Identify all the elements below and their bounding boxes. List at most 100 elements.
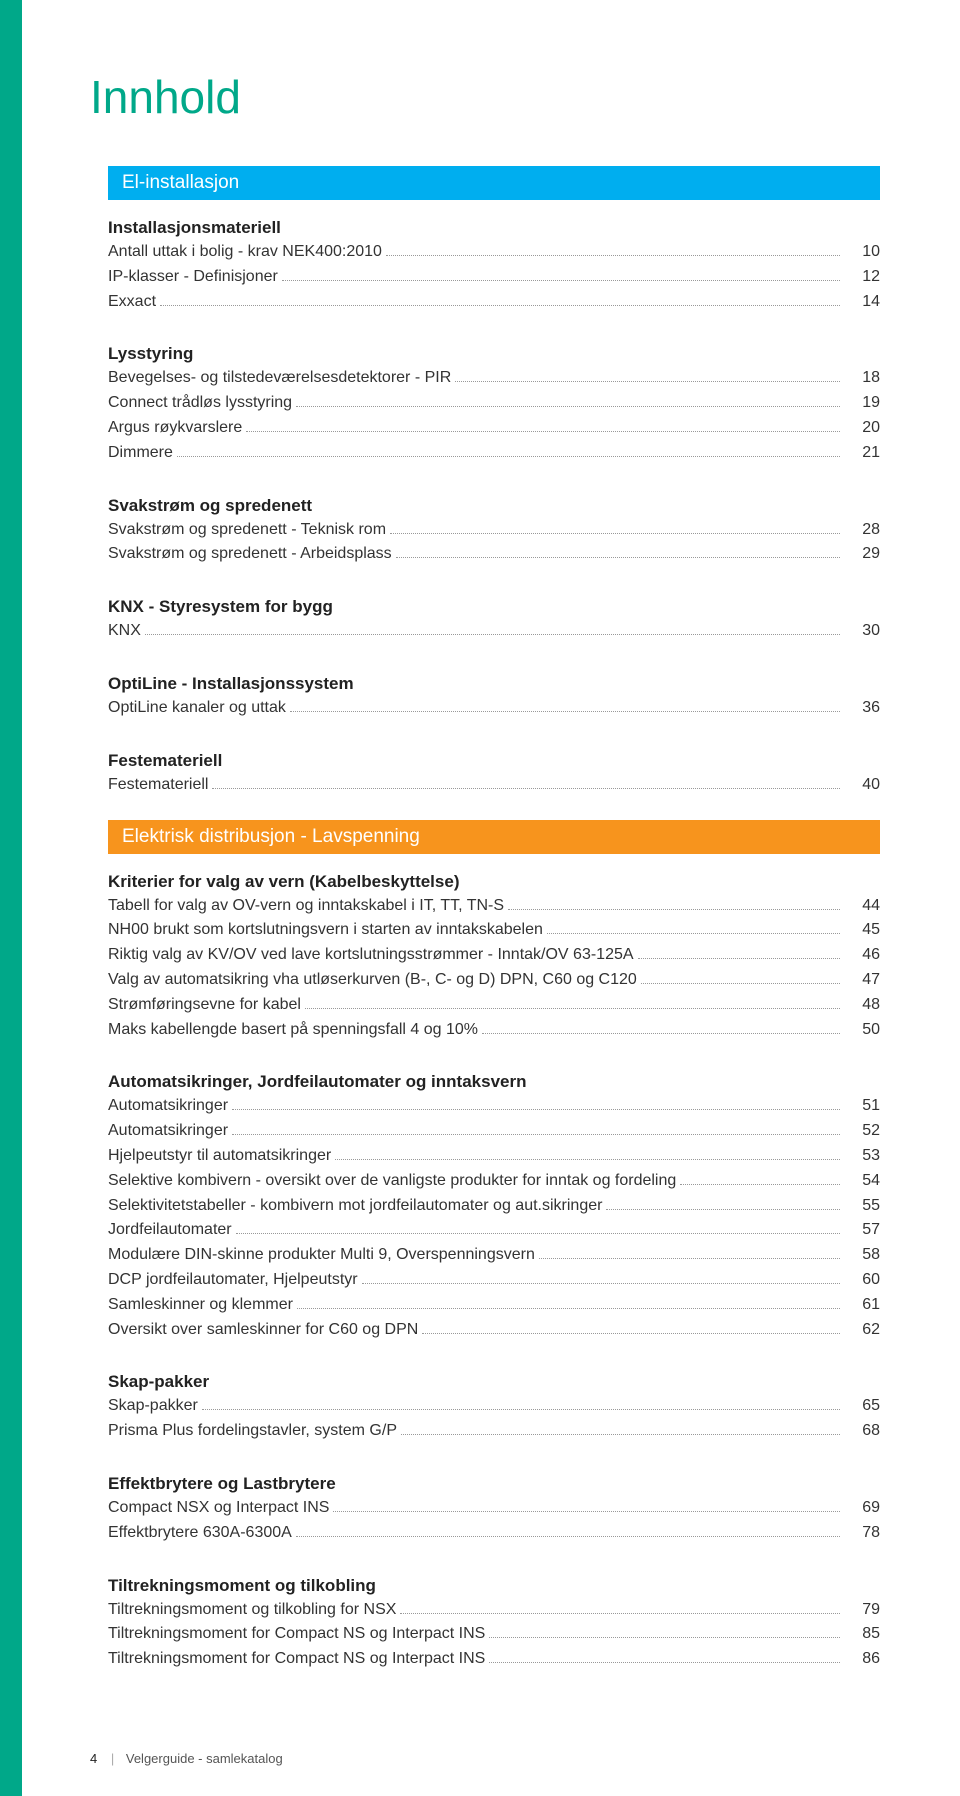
toc-entry-page: 10 — [846, 240, 880, 265]
toc-entry[interactable]: Tiltrekningsmoment for Compact NS og Int… — [108, 1622, 880, 1647]
toc-group-title: KNX - Styresystem for bygg — [108, 597, 880, 617]
toc-entry[interactable]: DCP jordfeilautomater, Hjelpeutstyr 60 — [108, 1268, 880, 1293]
toc-entry-page: 36 — [846, 696, 880, 721]
toc-entry-label: DCP jordfeilautomater, Hjelpeutstyr — [108, 1268, 358, 1293]
toc-entry[interactable]: Svakstrøm og spredenett - Teknisk rom28 — [108, 518, 880, 543]
toc-entry-label: Argus røykvarslere — [108, 416, 242, 441]
toc-entry-label: Automatsikringer — [108, 1119, 228, 1144]
toc-group-title: Tiltrekningsmoment og tilkobling — [108, 1576, 880, 1596]
toc-entry-label: IP-klasser - Definisjoner — [108, 265, 278, 290]
toc-entry-label: Tiltrekningsmoment for Compact NS og Int… — [108, 1647, 485, 1672]
toc-entry[interactable]: Modulære DIN-skinne produkter Multi 9, O… — [108, 1243, 880, 1268]
toc-dots — [333, 1511, 840, 1512]
toc-dots — [297, 1308, 840, 1309]
toc-entry[interactable]: OptiLine kanaler og uttak36 — [108, 696, 880, 721]
toc-entry[interactable]: Valg av automatsikring vha utløserkurven… — [108, 968, 880, 993]
toc-dots — [547, 933, 840, 934]
toc-dots — [145, 634, 840, 635]
section-bar: El-installasjon — [108, 166, 880, 200]
section-bar: Elektrisk distribusjon - Lavspenning — [108, 820, 880, 854]
toc-entry[interactable]: Automatsikringer52 — [108, 1119, 880, 1144]
toc-dots — [489, 1662, 840, 1663]
toc-group-title: OptiLine - Installasjonssystem — [108, 674, 880, 694]
toc-dots — [202, 1409, 840, 1410]
toc-entry[interactable]: Tiltrekningsmoment for Compact NS og Int… — [108, 1647, 880, 1672]
toc-dots — [232, 1134, 840, 1135]
toc-entry[interactable]: Effektbrytere 630A-6300A78 — [108, 1521, 880, 1546]
toc-entry[interactable]: Riktig valg av KV/OV ved lave kortslutni… — [108, 943, 880, 968]
toc-entry[interactable]: Oversikt over samleskinner for C60 og DP… — [108, 1318, 880, 1343]
toc-group-title: Installasjonsmateriell — [108, 218, 880, 238]
toc-entry-page: 60 — [846, 1268, 880, 1293]
page-footer: 4 | Velgerguide - samlekatalog — [90, 1751, 283, 1766]
toc-dots — [160, 305, 840, 306]
toc-entry-label: Prisma Plus fordelingstavler, system G/P — [108, 1419, 397, 1444]
toc-dots — [680, 1184, 840, 1185]
toc-entry-page: 47 — [846, 968, 880, 993]
toc-entry-label: Compact NSX og Interpact INS — [108, 1496, 329, 1521]
toc-entry-page: 65 — [846, 1394, 880, 1419]
toc-entry[interactable]: Selektive kombivern - oversikt over de v… — [108, 1169, 880, 1194]
toc-entry-page: 79 — [846, 1598, 880, 1623]
toc-dots — [232, 1109, 840, 1110]
toc-entry[interactable]: Tiltrekningsmoment og tilkobling for NSX… — [108, 1598, 880, 1623]
toc-entry-label: Hjelpeutstyr til automatsikringer — [108, 1144, 331, 1169]
toc-entry[interactable]: Exxact14 — [108, 290, 880, 315]
toc-entry-label: Festemateriell — [108, 773, 208, 798]
toc-dots — [236, 1233, 840, 1234]
toc-entry-page: 61 — [846, 1293, 880, 1318]
toc-entry-label: Effektbrytere 630A-6300A — [108, 1521, 292, 1546]
toc-entry[interactable]: Strømføringsevne for kabel48 — [108, 993, 880, 1018]
toc-entry-page: 51 — [846, 1094, 880, 1119]
toc-entry[interactable]: Compact NSX og Interpact INS69 — [108, 1496, 880, 1521]
toc-dots — [177, 456, 840, 457]
toc-group-title: Effektbrytere og Lastbrytere — [108, 1474, 880, 1494]
toc-entry[interactable]: Svakstrøm og spredenett - Arbeidsplass29 — [108, 542, 880, 567]
toc-entry[interactable]: Dimmere21 — [108, 441, 880, 466]
toc-entry[interactable]: Connect trådløs lysstyring19 — [108, 391, 880, 416]
toc-dots — [401, 1434, 840, 1435]
toc-entry[interactable]: KNX30 — [108, 619, 880, 644]
toc-entry-label: Svakstrøm og spredenett - Arbeidsplass — [108, 542, 392, 567]
toc-entry-label: Modulære DIN-skinne produkter Multi 9, O… — [108, 1243, 535, 1268]
toc-entry[interactable]: Prisma Plus fordelingstavler, system G/P… — [108, 1419, 880, 1444]
toc-group-title: Kriterier for valg av vern (Kabelbeskytt… — [108, 872, 880, 892]
toc-entry-page: 40 — [846, 773, 880, 798]
toc-entry[interactable]: Samleskinner og klemmer61 — [108, 1293, 880, 1318]
toc-entry[interactable]: Selektivitetstabeller - kombivern mot jo… — [108, 1194, 880, 1219]
toc-entry[interactable]: Antall uttak i bolig - krav NEK400:20101… — [108, 240, 880, 265]
toc-group-title: Automatsikringer, Jordfeilautomater og i… — [108, 1072, 880, 1092]
toc-entry-page: 85 — [846, 1622, 880, 1647]
toc-dots — [386, 255, 840, 256]
toc-entry-page: 55 — [846, 1194, 880, 1219]
toc-entry-label: Svakstrøm og spredenett - Teknisk rom — [108, 518, 386, 543]
toc-entry[interactable]: Skap-pakker65 — [108, 1394, 880, 1419]
toc-dots — [296, 1536, 840, 1537]
toc-entry-label: Selektivitetstabeller - kombivern mot jo… — [108, 1194, 602, 1219]
footer-page-number: 4 — [90, 1751, 97, 1766]
toc-dots — [246, 431, 840, 432]
footer-text: Velgerguide - samlekatalog — [126, 1751, 283, 1766]
toc-entry[interactable]: Bevegelses- og tilstedeværelsesdetektore… — [108, 366, 880, 391]
toc-entry-page: 46 — [846, 943, 880, 968]
toc-entry[interactable]: NH00 brukt som kortslutningsvern i start… — [108, 918, 880, 943]
toc-entry-label: Jordfeilautomater — [108, 1218, 232, 1243]
toc-entry[interactable]: IP-klasser - Definisjoner12 — [108, 265, 880, 290]
toc-entry[interactable]: Jordfeilautomater57 — [108, 1218, 880, 1243]
toc-dots — [641, 983, 840, 984]
toc-entry-label: Tabell for valg av OV-vern og inntakskab… — [108, 894, 504, 919]
toc-dots — [335, 1159, 840, 1160]
toc-entry-page: 14 — [846, 290, 880, 315]
toc-entry[interactable]: Maks kabellengde basert på spenningsfall… — [108, 1018, 880, 1043]
toc-entry-label: Tiltrekningsmoment for Compact NS og Int… — [108, 1622, 485, 1647]
toc-entry[interactable]: Festemateriell 40 — [108, 773, 880, 798]
toc-entry-label: Tiltrekningsmoment og tilkobling for NSX — [108, 1598, 396, 1623]
toc-entry-page: 50 — [846, 1018, 880, 1043]
toc-entry[interactable]: Argus røykvarslere20 — [108, 416, 880, 441]
toc-entry[interactable]: Hjelpeutstyr til automatsikringer53 — [108, 1144, 880, 1169]
toc-dots — [482, 1033, 840, 1034]
toc-entry[interactable]: Automatsikringer51 — [108, 1094, 880, 1119]
toc-entry-page: 48 — [846, 993, 880, 1018]
toc-dots — [606, 1209, 840, 1210]
toc-entry[interactable]: Tabell for valg av OV-vern og inntakskab… — [108, 894, 880, 919]
